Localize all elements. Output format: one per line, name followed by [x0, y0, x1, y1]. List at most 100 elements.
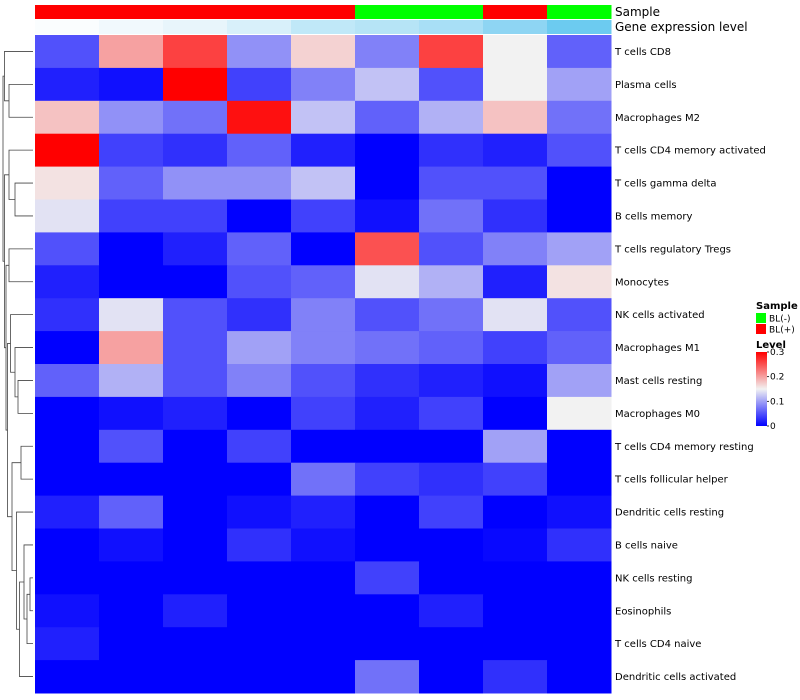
legend-tick-label: 0 — [770, 422, 776, 432]
heatmap-cell — [483, 495, 548, 529]
heatmap-cell — [419, 133, 484, 168]
dendrogram-branch — [8, 248, 33, 283]
heatmap-cell — [547, 660, 612, 694]
heatmap-cell — [483, 331, 548, 365]
heatmap-cell — [227, 199, 292, 233]
heatmap-cell — [163, 627, 228, 661]
row-label: Monocytes — [615, 277, 669, 288]
heatmap-cell — [35, 133, 100, 168]
heatmap-cell — [163, 528, 228, 562]
row-label: Macrophages M1 — [615, 343, 700, 354]
heatmap-cell — [227, 331, 292, 365]
dendrogram-branch — [16, 511, 33, 630]
heatmap-cell — [419, 561, 484, 595]
row-labels: T cells CD8 Plasma cells Macrophages M2 T c… — [614, 47, 766, 683]
heatmap-cell — [227, 100, 292, 135]
heatmap-cell — [35, 232, 100, 266]
heatmap-cell — [35, 396, 100, 431]
heatmap-cell — [355, 331, 420, 365]
heatmap-cell — [227, 462, 292, 497]
heatmap-cell — [483, 199, 548, 233]
annotation-cell — [227, 5, 292, 19]
heatmap-cell — [355, 35, 420, 69]
heatmap-cell — [35, 265, 100, 299]
heatmap-cell — [419, 429, 484, 464]
heatmap-cell — [355, 199, 420, 233]
heatmap-cell — [291, 660, 356, 694]
heatmap-cell — [483, 528, 548, 562]
heatmap-cell — [483, 265, 548, 299]
legend-swatch — [756, 324, 766, 334]
heatmap-cell — [163, 660, 228, 694]
heatmap-cell — [35, 166, 100, 200]
annotation-cell — [163, 20, 228, 34]
heatmap-cell — [547, 528, 612, 562]
row-label: T cells follicular helper — [614, 475, 729, 486]
heatmap-cell — [355, 166, 420, 200]
heatmap-cell — [291, 67, 356, 102]
heatmap-cell — [163, 364, 228, 398]
heatmap-cell — [35, 561, 100, 595]
dendrogram-branch — [7, 343, 12, 518]
heatmap-cell — [483, 561, 548, 595]
heatmap-cell — [163, 298, 228, 332]
heatmap-cell — [547, 396, 612, 431]
dendrogram-branch — [10, 314, 33, 373]
row-label: T cells CD4 memory activated — [614, 146, 766, 157]
legend-swatch — [756, 313, 766, 323]
heatmap-cell — [227, 495, 292, 529]
dendrogram-branch — [4, 174, 9, 349]
heatmap-cell — [163, 199, 228, 233]
heatmap-cell — [227, 166, 292, 200]
heatmap-cell — [291, 232, 356, 266]
heatmap-cell — [483, 660, 548, 694]
heatmap-cell — [355, 133, 420, 168]
heatmap-cell — [35, 462, 100, 497]
heatmap-cell — [547, 199, 612, 233]
heatmap-cell — [291, 495, 356, 529]
heatmap-cell — [355, 561, 420, 595]
heatmap-cell — [99, 594, 164, 628]
heatmap-cell — [227, 298, 292, 332]
heatmap-cell — [547, 298, 612, 332]
heatmap-cell — [355, 594, 420, 628]
heatmap-cell — [483, 133, 548, 168]
heatmap-cell — [163, 100, 228, 135]
heatmap-cell — [483, 594, 548, 628]
heatmap-cell — [163, 265, 228, 299]
heatmap-cell — [547, 35, 612, 69]
heatmap-cell — [355, 495, 420, 529]
annotation-cell — [35, 20, 100, 34]
row-label: NK cells activated — [615, 310, 705, 321]
heatmap-cell — [99, 166, 164, 200]
heatmap-cell — [547, 100, 612, 135]
heatmap-cell — [547, 462, 612, 497]
heatmap-cell — [419, 67, 484, 102]
heatmap-cell — [291, 594, 356, 628]
heatmap-cell — [419, 396, 484, 431]
heatmap-cell — [483, 35, 548, 69]
heatmap-cell — [419, 35, 484, 69]
heatmap-cell — [35, 627, 100, 661]
row-label: T cells CD8 — [614, 47, 671, 58]
heatmap-cell — [419, 594, 484, 628]
heatmap-cell — [99, 561, 164, 595]
heatmap-cell — [227, 627, 292, 661]
heatmap-cell — [99, 133, 164, 168]
heatmap-cell — [355, 298, 420, 332]
heatmap-cell — [99, 495, 164, 529]
heatmap-cell — [355, 528, 420, 562]
heatmap-cell — [227, 594, 292, 628]
row-label: NK cells resting — [615, 573, 692, 584]
dendrogram-branch — [23, 544, 33, 620]
row-dendrogram — [2, 51, 33, 677]
row-label: Dendritic cells resting — [615, 508, 724, 519]
annotation-cell — [99, 5, 164, 19]
annotation-cell — [547, 20, 612, 34]
dendrogram-branch — [29, 577, 33, 612]
heatmap-cell — [163, 331, 228, 365]
heatmap-cell — [355, 265, 420, 299]
heatmap-cell — [99, 429, 164, 464]
heatmap-cell — [163, 462, 228, 497]
